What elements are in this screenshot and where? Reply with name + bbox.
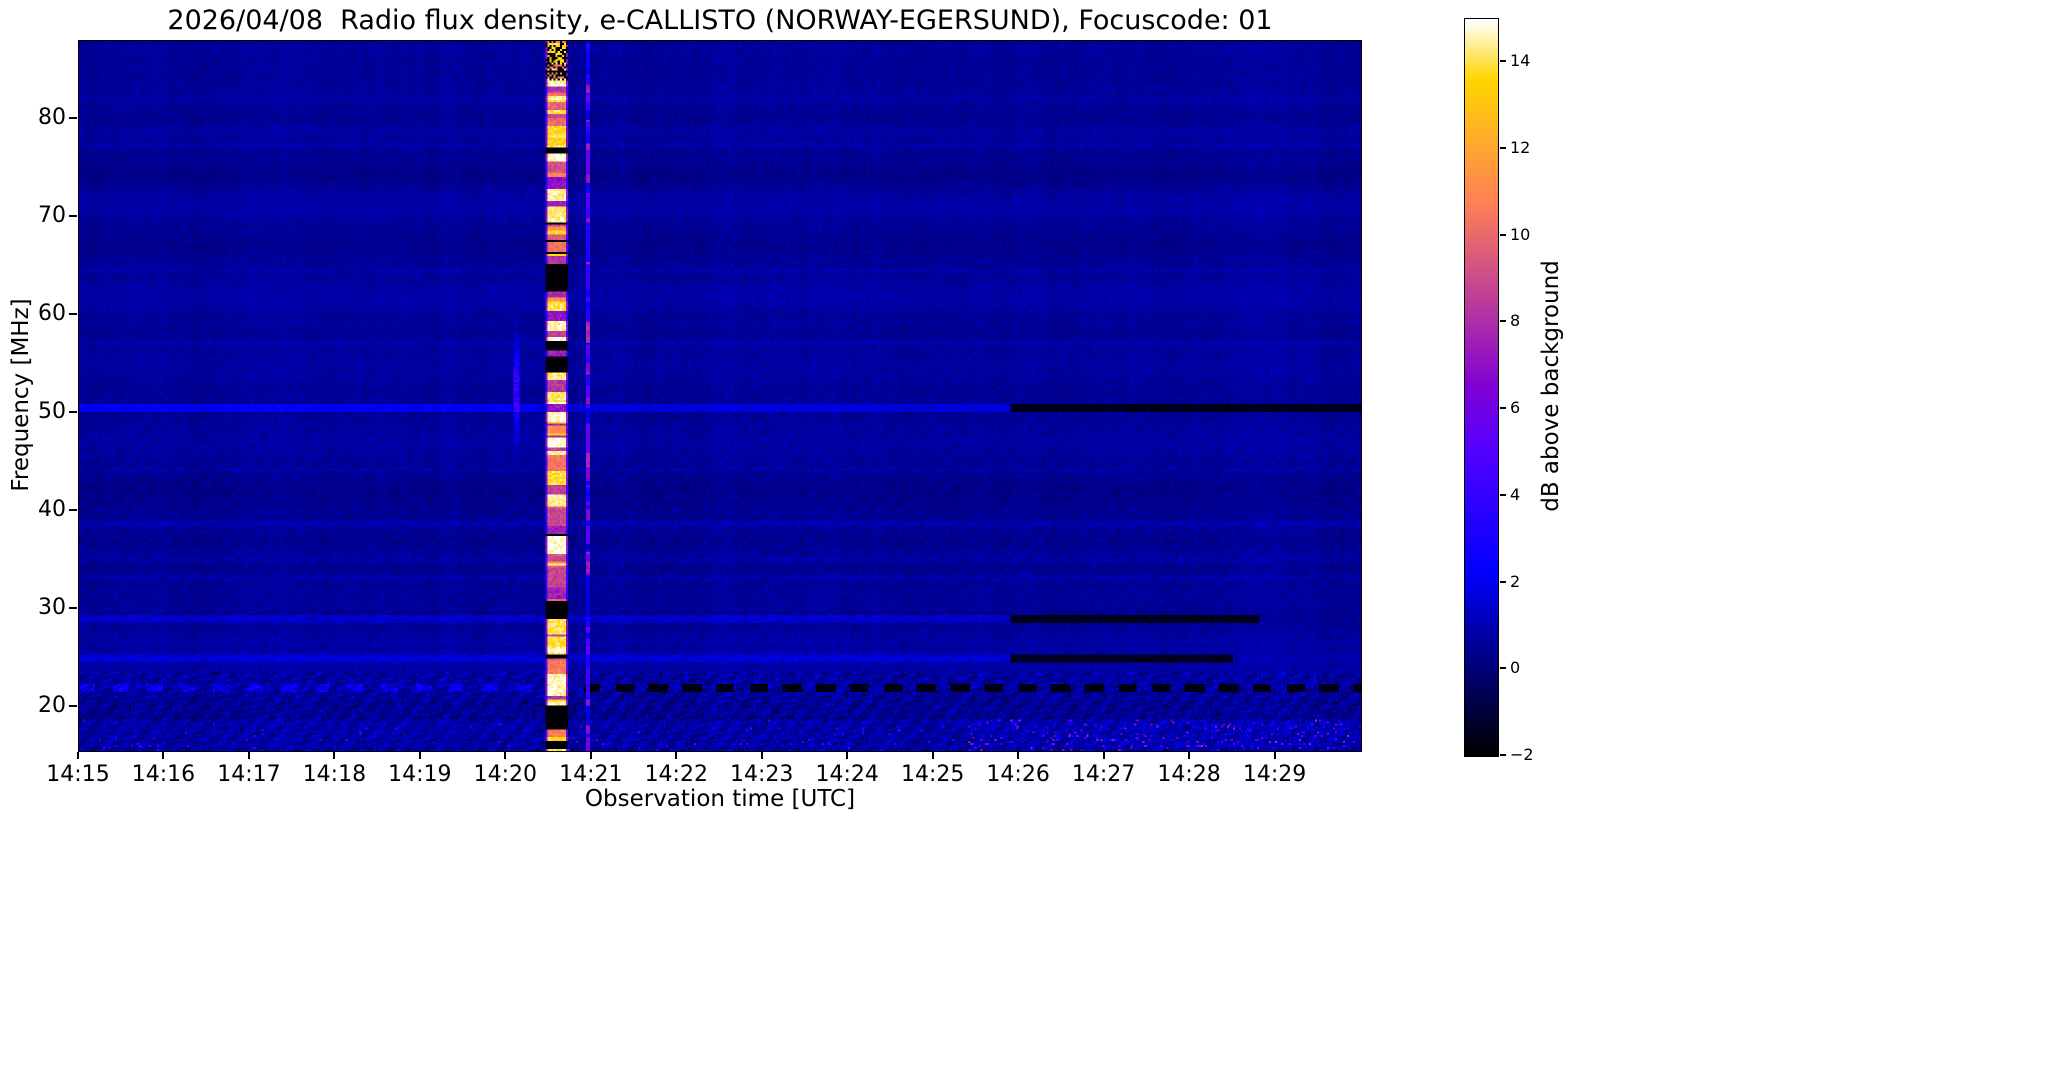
colorbar-tick-label: −2	[1510, 745, 1534, 764]
y-tick-label: 30	[38, 595, 66, 620]
x-tick-mark	[589, 752, 592, 759]
x-tick-mark	[846, 752, 849, 759]
colorbar-tick-label: 8	[1510, 311, 1521, 331]
x-tick-label: 14:21	[559, 762, 623, 787]
x-tick-label: 14:27	[1071, 762, 1136, 787]
x-tick-label: 14:24	[815, 762, 879, 787]
colorbar-label: dB above background	[1538, 260, 1564, 512]
y-tick-label: 20	[38, 692, 66, 718]
y-tick-label: 80	[38, 105, 66, 131]
y-axis-label: Frequency [MHz]	[8, 298, 34, 492]
x-tick-mark	[1188, 752, 1191, 759]
y-tick-label: 60	[38, 301, 66, 327]
colorbar-tick-label: 0	[1510, 658, 1521, 678]
colorbar-tick-label: 10	[1510, 224, 1531, 244]
y-tick-mark	[69, 704, 77, 707]
y-tick-mark	[69, 411, 77, 414]
colorbar-tick-mark	[1500, 320, 1506, 323]
x-tick-label: 14:15	[46, 762, 110, 787]
colorbar-tick-mark	[1500, 580, 1506, 583]
x-tick-label: 14:22	[644, 762, 708, 787]
x-tick-label: 14:23	[730, 762, 794, 787]
y-tick-mark	[69, 509, 77, 512]
x-axis-label: Observation time [UTC]	[584, 786, 856, 812]
y-tick-mark	[69, 607, 77, 609]
colorbar-gradient	[1464, 18, 1499, 757]
colorbar-tick-mark	[1500, 233, 1506, 236]
x-tick-mark	[1273, 752, 1276, 759]
colorbar-tick-label: 2	[1510, 571, 1521, 591]
x-tick-label: 14:25	[900, 762, 965, 787]
y-tick-label: 50	[38, 399, 66, 425]
x-tick-mark	[760, 752, 763, 759]
colorbar-tick-label: 12	[1510, 138, 1531, 158]
x-tick-mark	[1102, 752, 1105, 759]
colorbar-tick-mark	[1500, 667, 1506, 670]
x-tick-mark	[333, 752, 336, 759]
colorbar-tick-mark	[1500, 493, 1506, 496]
x-tick-mark	[675, 752, 678, 759]
colorbar-tick-label: 14	[1510, 51, 1531, 71]
x-tick-label: 14:18	[302, 762, 367, 787]
colorbar-tick-mark	[1500, 407, 1506, 410]
colorbar-tick-mark	[1500, 754, 1506, 756]
x-tick-mark	[77, 752, 79, 759]
chart-title: 2026/04/08 Radio flux density, e-CALLIST…	[167, 5, 1273, 36]
x-tick-mark	[247, 752, 250, 759]
x-tick-label: 14:16	[131, 762, 196, 787]
colorbar-tick-mark	[1500, 60, 1506, 63]
x-tick-label: 14:29	[1242, 762, 1307, 787]
x-tick-label: 14:28	[1157, 762, 1221, 787]
x-tick-mark	[1017, 752, 1020, 759]
x-tick-label: 14:17	[217, 762, 281, 787]
y-tick-mark	[69, 215, 77, 218]
x-tick-label: 14:19	[388, 762, 452, 787]
x-tick-mark	[418, 752, 421, 759]
x-tick-mark	[504, 752, 507, 759]
x-tick-label: 14:20	[473, 762, 538, 787]
y-tick-label: 70	[38, 203, 66, 229]
y-tick-mark	[69, 313, 77, 316]
x-tick-label: 14:26	[986, 762, 1050, 787]
x-tick-mark	[931, 752, 934, 759]
y-tick-mark	[69, 117, 77, 120]
colorbar-tick-label: 4	[1510, 484, 1521, 504]
colorbar-tick-label: 6	[1510, 398, 1521, 418]
y-tick-label: 40	[38, 497, 66, 523]
colorbar-tick-mark	[1500, 147, 1506, 150]
spectrogram-heatmap	[78, 40, 1362, 752]
x-tick-mark	[162, 752, 165, 759]
